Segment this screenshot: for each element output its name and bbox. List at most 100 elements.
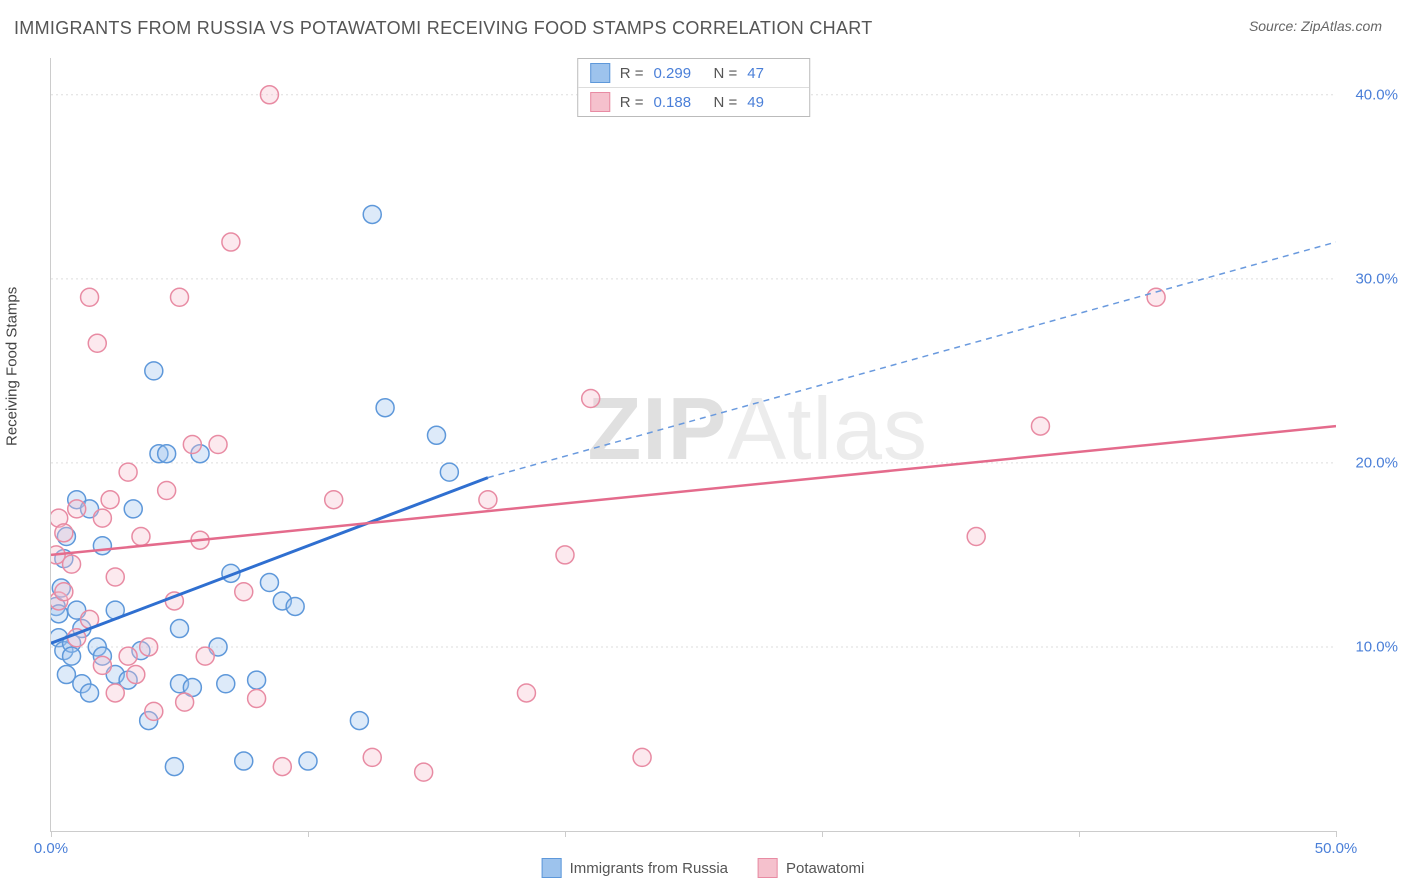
data-point-russia — [428, 426, 446, 444]
data-point-potawatomi — [158, 482, 176, 500]
data-point-potawatomi — [556, 546, 574, 564]
trendline-potawatomi — [51, 426, 1336, 555]
data-point-russia — [158, 445, 176, 463]
data-point-potawatomi — [81, 288, 99, 306]
data-point-russia — [260, 574, 278, 592]
y-tick-label: 30.0% — [1355, 270, 1398, 287]
swatch-icon — [590, 92, 610, 112]
trendline-dash-russia — [488, 242, 1336, 478]
chart-title: IMMIGRANTS FROM RUSSIA VS POTAWATOMI REC… — [14, 18, 873, 39]
x-tick-mark — [822, 831, 823, 837]
data-point-potawatomi — [88, 334, 106, 352]
n-label: N = — [714, 94, 738, 111]
chart-plot-area: ZIPAtlas R =0.299N =47R =0.188N =49 10.0… — [50, 58, 1336, 832]
header: IMMIGRANTS FROM RUSSIA VS POTAWATOMI REC… — [0, 0, 1406, 45]
r-label: R = — [620, 94, 644, 111]
data-point-potawatomi — [415, 763, 433, 781]
data-point-russia — [124, 500, 142, 518]
data-point-russia — [363, 205, 381, 223]
data-point-potawatomi — [106, 684, 124, 702]
data-point-potawatomi — [633, 748, 651, 766]
swatch-icon — [758, 858, 778, 878]
data-point-potawatomi — [183, 436, 201, 454]
legend-label: Immigrants from Russia — [570, 860, 728, 877]
n-value: 49 — [747, 94, 797, 111]
data-point-potawatomi — [93, 509, 111, 527]
data-point-russia — [217, 675, 235, 693]
data-point-potawatomi — [127, 666, 145, 684]
data-point-russia — [440, 463, 458, 481]
data-point-potawatomi — [176, 693, 194, 711]
data-point-potawatomi — [363, 748, 381, 766]
data-point-potawatomi — [140, 638, 158, 656]
stats-row-russia: R = 0.299 N = 47 — [578, 59, 810, 87]
data-point-potawatomi — [248, 689, 266, 707]
data-point-potawatomi — [209, 436, 227, 454]
data-point-potawatomi — [582, 389, 600, 407]
data-point-potawatomi — [68, 500, 86, 518]
legend-item-potawatomi: Potawatomi — [758, 858, 864, 878]
data-point-potawatomi — [967, 528, 985, 546]
series-legend: Immigrants from Russia Potawatomi — [542, 858, 865, 878]
x-tick-mark — [308, 831, 309, 837]
data-point-russia — [248, 671, 266, 689]
source-prefix: Source: — [1249, 18, 1301, 34]
data-point-potawatomi — [325, 491, 343, 509]
data-point-russia — [376, 399, 394, 417]
source-attribution: Source: ZipAtlas.com — [1249, 18, 1382, 34]
data-point-potawatomi — [260, 86, 278, 104]
data-point-potawatomi — [479, 491, 497, 509]
x-tick-mark — [1336, 831, 1337, 837]
data-point-potawatomi — [517, 684, 535, 702]
data-point-potawatomi — [145, 702, 163, 720]
data-point-russia — [93, 537, 111, 555]
data-point-potawatomi — [106, 568, 124, 586]
data-point-potawatomi — [63, 555, 81, 573]
data-point-russia — [63, 647, 81, 665]
swatch-icon — [590, 63, 610, 83]
y-tick-label: 10.0% — [1355, 638, 1398, 655]
data-point-potawatomi — [1147, 288, 1165, 306]
r-value: 0.299 — [654, 65, 704, 82]
r-value: 0.188 — [654, 94, 704, 111]
legend-label: Potawatomi — [786, 860, 864, 877]
data-point-potawatomi — [93, 656, 111, 674]
data-point-potawatomi — [235, 583, 253, 601]
x-tick-mark — [51, 831, 52, 837]
legend-item-russia: Immigrants from Russia — [542, 858, 728, 878]
data-point-potawatomi — [55, 524, 73, 542]
data-point-russia — [286, 597, 304, 615]
data-point-potawatomi — [119, 647, 137, 665]
data-point-russia — [171, 620, 189, 638]
data-point-russia — [299, 752, 317, 770]
r-label: R = — [620, 65, 644, 82]
data-point-russia — [350, 712, 368, 730]
data-point-russia — [81, 684, 99, 702]
stats-legend-box: R = 0.299 N = 47 R = 0.188 N = 49 — [577, 58, 811, 117]
data-point-russia — [235, 752, 253, 770]
data-point-russia — [145, 362, 163, 380]
y-axis-label: Receiving Food Stamps — [4, 287, 21, 446]
chart-svg — [51, 58, 1336, 831]
data-point-russia — [165, 758, 183, 776]
stats-row-potawatomi: R = 0.188 N = 49 — [578, 87, 810, 116]
data-point-potawatomi — [222, 233, 240, 251]
swatch-icon — [542, 858, 562, 878]
data-point-potawatomi — [132, 528, 150, 546]
data-point-potawatomi — [101, 491, 119, 509]
x-tick-mark — [565, 831, 566, 837]
x-tick-mark — [1079, 831, 1080, 837]
x-tick-label: 0.0% — [34, 840, 68, 857]
x-tick-label: 50.0% — [1315, 840, 1358, 857]
data-point-potawatomi — [196, 647, 214, 665]
data-point-potawatomi — [171, 288, 189, 306]
data-point-potawatomi — [55, 583, 73, 601]
data-point-potawatomi — [119, 463, 137, 481]
y-tick-label: 40.0% — [1355, 86, 1398, 103]
n-value: 47 — [747, 65, 797, 82]
n-label: N = — [714, 65, 738, 82]
data-point-potawatomi — [1031, 417, 1049, 435]
source-name: ZipAtlas.com — [1301, 18, 1382, 34]
data-point-potawatomi — [273, 758, 291, 776]
y-tick-label: 20.0% — [1355, 454, 1398, 471]
